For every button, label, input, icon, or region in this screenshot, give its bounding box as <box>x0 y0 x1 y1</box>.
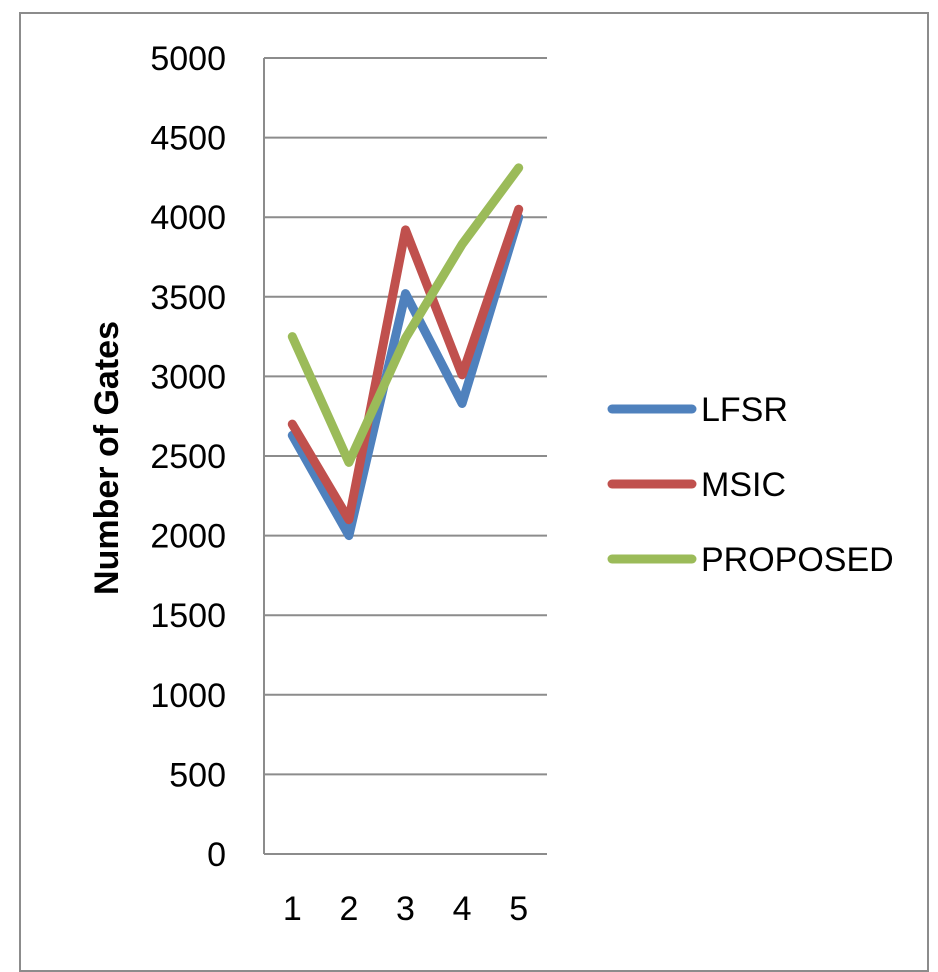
line-chart: 0 500 1000 1500 2000 2500 3000 3500 4000 4500 5000… <box>88 40 894 928</box>
x-tick-label: 5 <box>509 890 528 928</box>
x-tick-label: 1 <box>283 890 302 928</box>
x-tick-label: 2 <box>339 890 358 928</box>
y-tick-label: 2000 <box>150 518 226 556</box>
y-tick-label: 0 <box>207 836 226 874</box>
legend-label: PROPOSED <box>701 541 894 579</box>
gridlines <box>264 57 547 855</box>
legend-label: LFSR <box>701 391 788 429</box>
y-tick-labels: 0 500 1000 1500 2000 2500 3000 3500 4000 4500 5000 <box>150 40 226 874</box>
y-tick-label: 3000 <box>150 358 226 396</box>
y-tick-label: 1000 <box>150 677 226 715</box>
y-tick-label: 4500 <box>150 120 226 158</box>
series-line-lfsr <box>287 212 524 541</box>
y-axis-title: Number of Gates <box>88 321 126 595</box>
x-tick-label: 4 <box>453 890 472 928</box>
chart-frame <box>19 12 929 972</box>
y-tick-label: 3500 <box>150 279 226 317</box>
series-line-proposed <box>287 163 524 467</box>
y-tick-label: 2500 <box>150 438 226 476</box>
y-tick-label: 4000 <box>150 199 226 237</box>
legend-label: MSIC <box>701 466 786 504</box>
x-tick-label: 3 <box>396 890 415 928</box>
series-line-msic <box>287 204 524 525</box>
series-lines <box>287 163 524 541</box>
legend: LFSR MSIC PROPOSED <box>607 391 894 579</box>
y-tick-label: 500 <box>169 756 226 794</box>
y-tick-label: 5000 <box>150 40 226 78</box>
y-tick-label: 1500 <box>150 597 226 635</box>
